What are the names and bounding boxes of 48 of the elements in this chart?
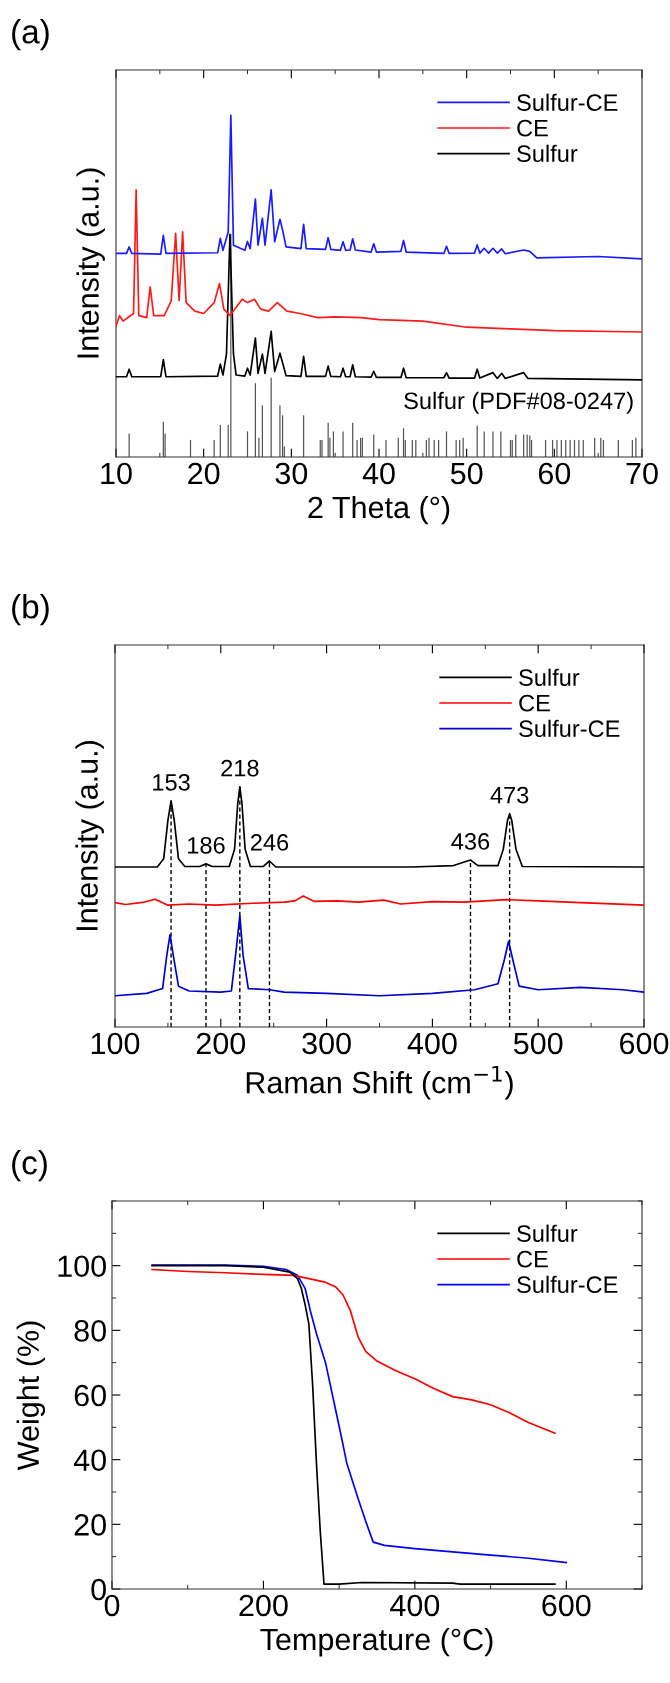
legend-label: CE	[517, 119, 548, 137]
legend-label: Sulfur-CE	[519, 719, 620, 738]
x-tick-label: 30	[275, 462, 308, 485]
y-tick-label: 100	[58, 1255, 106, 1278]
ref-line-label: 153	[153, 773, 190, 791]
x-tick-label: 300	[302, 1032, 351, 1055]
chart-title: (a)	[12, 19, 49, 51]
y-axis-title: Intensity (a.u.)	[76, 168, 105, 358]
y-axis-title: Intensity (a.u.)	[75, 741, 104, 930]
chart-title: (c)	[12, 1150, 47, 1182]
x-axis-title: 2 Theta (°)	[308, 495, 450, 525]
x-tick-label: 100	[91, 1032, 140, 1055]
x-tick-label: 60	[538, 462, 571, 485]
chart-title: (b)	[12, 594, 49, 626]
legend-label: Sulfur	[517, 1224, 578, 1242]
legend-label: Sulfur	[517, 144, 578, 163]
ref-line-label: 436	[451, 833, 490, 850]
legend-label: CE	[519, 694, 550, 712]
x-tick-label: 200	[239, 1594, 288, 1617]
x-tick-label: 200	[196, 1032, 246, 1055]
x-tick-label: 10	[101, 462, 132, 485]
ref-line-label: 218	[221, 759, 259, 777]
legend-label: Sulfur	[519, 668, 580, 686]
y-tick-label: 20	[74, 1514, 106, 1536]
x-axis-title: Raman Shift (cm$^{−1}$)	[246, 1065, 513, 1100]
y-axis-title: Weight (%)	[16, 1321, 46, 1471]
x-tick-label: 600	[620, 1032, 669, 1055]
legend-label: CE	[517, 1250, 548, 1268]
x-axis-title: Temperature (°C)	[260, 1627, 493, 1657]
ref-line-label: 473	[490, 786, 529, 804]
x-tick-label: 40	[362, 462, 395, 485]
x-tick-label: 0	[104, 1594, 120, 1617]
y-tick-label: 40	[73, 1449, 106, 1472]
x-tick-label: 600	[542, 1594, 591, 1617]
y-tick-label: 0	[91, 1578, 106, 1601]
series-label: Sulfur (PDF#08-0247)	[404, 391, 633, 414]
x-tick-label: 20	[188, 462, 220, 485]
x-tick-label: 50	[450, 462, 483, 485]
y-tick-label: 60	[74, 1384, 106, 1407]
legend-label: Sulfur-CE	[517, 1275, 618, 1294]
x-tick-label: 70	[626, 462, 658, 485]
legend-label: Sulfur-CE	[517, 93, 618, 111]
y-tick-label: 80	[74, 1320, 106, 1342]
x-tick-label: 400	[390, 1594, 440, 1617]
ref-line-label: 186	[188, 836, 225, 854]
x-tick-label: 400	[407, 1032, 457, 1055]
ref-line-label: 246	[250, 834, 289, 851]
x-tick-label: 500	[513, 1032, 563, 1055]
